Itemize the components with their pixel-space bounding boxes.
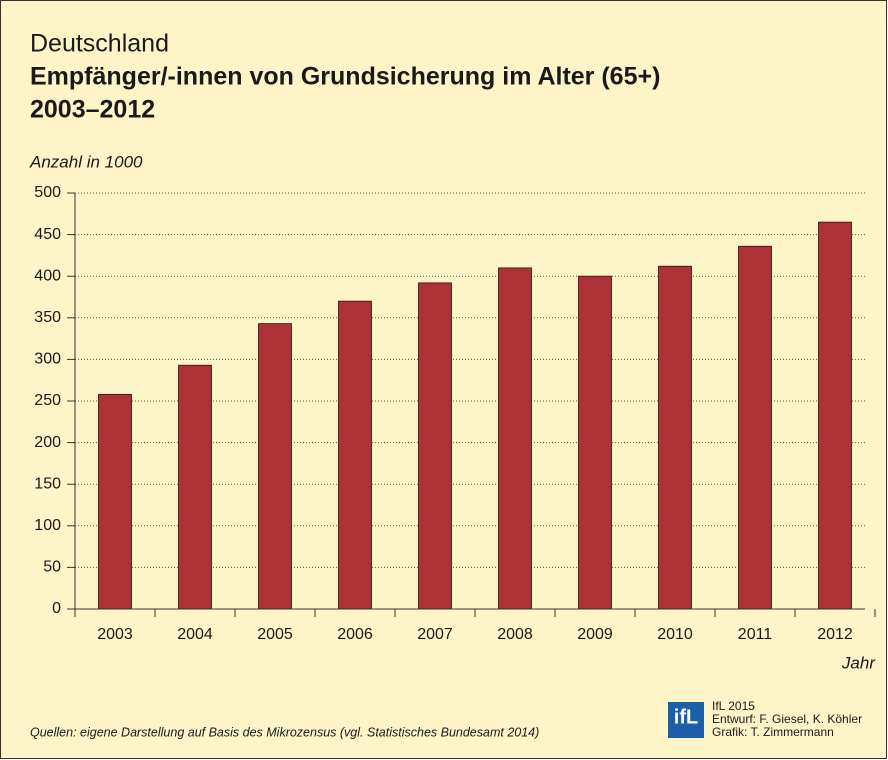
y-tick-label: 0	[52, 600, 61, 617]
bar	[658, 265, 692, 610]
x-tick-label: 2012	[817, 626, 853, 643]
bar	[258, 323, 292, 610]
bar	[738, 245, 772, 610]
x-tick-label: 2005	[257, 626, 293, 643]
x-tick-label: 2003	[97, 626, 133, 643]
logo-box	[668, 702, 704, 738]
chart-title: Deutschland	[30, 30, 169, 58]
y-tick-label: 450	[34, 226, 61, 243]
chart-title: Empfänger/-innen von Grundsicherung im A…	[30, 63, 660, 91]
chart-title: 2003–2012	[30, 96, 155, 124]
y-axis-label: Anzahl in 1000	[29, 152, 143, 171]
y-tick-label: 200	[34, 434, 61, 451]
y-tick-label: 500	[34, 184, 61, 201]
credit: IfL 2015	[712, 699, 755, 713]
y-tick-label: 50	[43, 559, 61, 576]
y-tick-label: 150	[34, 475, 61, 492]
x-tick-label: 2011	[738, 626, 773, 643]
source: Quellen: eigene Darstellung auf Basis de…	[30, 725, 539, 739]
x-tick-label: 2008	[497, 626, 533, 643]
y-tick-label: 400	[34, 267, 61, 284]
credit: Entwurf: F. Giesel, K. Köhler	[712, 712, 862, 726]
x-tick-label: 2006	[337, 626, 373, 643]
bar	[98, 393, 132, 610]
y-tick-label: 250	[34, 392, 61, 409]
x-axis-label: Jahr	[841, 653, 876, 672]
bar	[338, 300, 372, 610]
y-tick-label: 300	[34, 351, 61, 368]
y-tick-label: 350	[34, 309, 61, 326]
x-tick-label: 2009	[577, 626, 613, 643]
bar	[818, 221, 852, 610]
credit: Grafik: T. Zimmermann	[712, 725, 834, 739]
bar	[418, 282, 452, 610]
y-tick-label: 100	[34, 517, 61, 534]
logo: ifL	[674, 706, 698, 728]
bar	[498, 267, 532, 610]
x-tick-label: 2007	[417, 626, 453, 643]
x-tick-label: 2010	[657, 626, 693, 643]
bar	[178, 364, 212, 610]
x-tick-label: 2004	[177, 626, 213, 643]
bar	[578, 275, 612, 610]
